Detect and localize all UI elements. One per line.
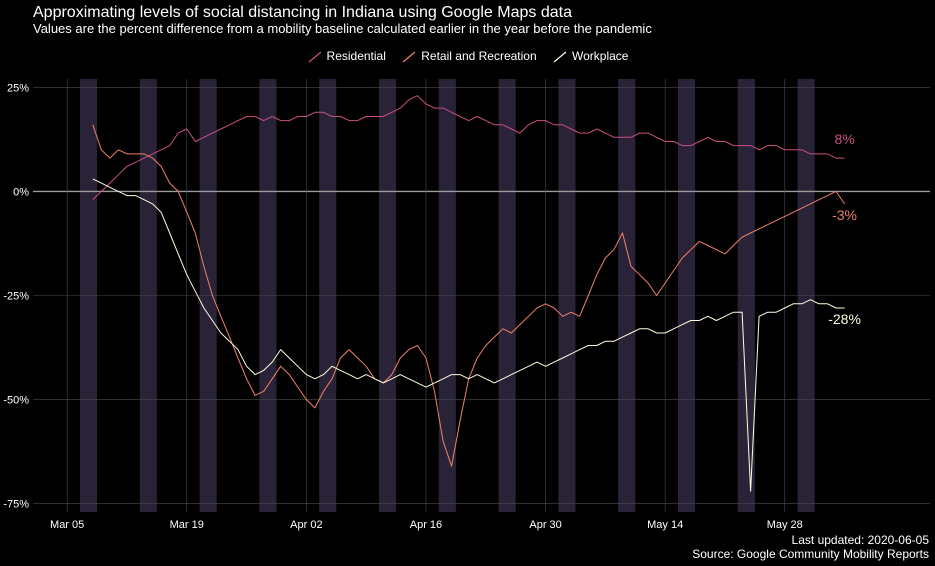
legend-item-workplace: Workplace: [552, 49, 628, 63]
last-updated-text: Last updated: 2020-06-05: [791, 533, 929, 547]
y-axis: 25% 0% -25% -50% -75%: [3, 82, 29, 510]
series-lines: [92, 95, 846, 492]
x-tick-label-5: May 14: [647, 519, 683, 531]
series-line-residential: [92, 95, 845, 201]
weekend-bands: [79, 79, 815, 512]
chart-subtitle: Values are the percent difference from a…: [33, 21, 652, 36]
y-tick-label-4: -75%: [3, 499, 29, 511]
legend-item-residential: Residential: [307, 49, 386, 63]
legend-key-retail-icon: [402, 51, 416, 63]
end-label-retail-and-recreation: -3%: [832, 207, 857, 223]
legend-label-workplace: Workplace: [572, 48, 629, 63]
x-tick-label-1: Mar 19: [170, 519, 204, 531]
legend-label-residential: Residential: [326, 48, 386, 63]
legend-key-workplace-icon: [553, 51, 567, 63]
y-tick-label-1: 0%: [13, 186, 29, 198]
footer: Last updated: 2020-06-05 Source: Google …: [692, 533, 929, 561]
legend-item-retail: Retail and Recreation: [401, 48, 537, 63]
x-tick-label-2: Apr 02: [290, 519, 322, 531]
y-tick-label-0: 25%: [7, 82, 29, 94]
x-tick-label-6: May 28: [767, 519, 803, 531]
end-labels: 8% -3% -28%: [828, 131, 861, 327]
series-line-workplace: [92, 178, 845, 492]
y-tick-label-2: -25%: [3, 291, 29, 303]
legend-label-retail: Retail and Recreation: [421, 48, 537, 63]
x-tick-label-4: Apr 30: [529, 519, 561, 531]
end-label-residential: 8%: [834, 131, 854, 147]
x-tick-label-0: Mar 05: [50, 519, 84, 531]
x-tick-label-3: Apr 16: [410, 519, 442, 531]
end-label-workplace: -28%: [828, 311, 861, 327]
legend: Residential Retail and Recreation Workpl…: [0, 48, 935, 63]
x-axis: Mar 05 Mar 19 Apr 02 Apr 16 Apr 30 May 14 May …: [50, 519, 803, 531]
legend-key-residential-icon: [308, 51, 321, 63]
grid-lines: [33, 79, 930, 512]
y-tick-label-3: -50%: [3, 395, 29, 407]
chart-title: Approximating levels of social distancin…: [33, 4, 572, 21]
source-text: Source: Google Community Mobility Report…: [692, 547, 929, 561]
